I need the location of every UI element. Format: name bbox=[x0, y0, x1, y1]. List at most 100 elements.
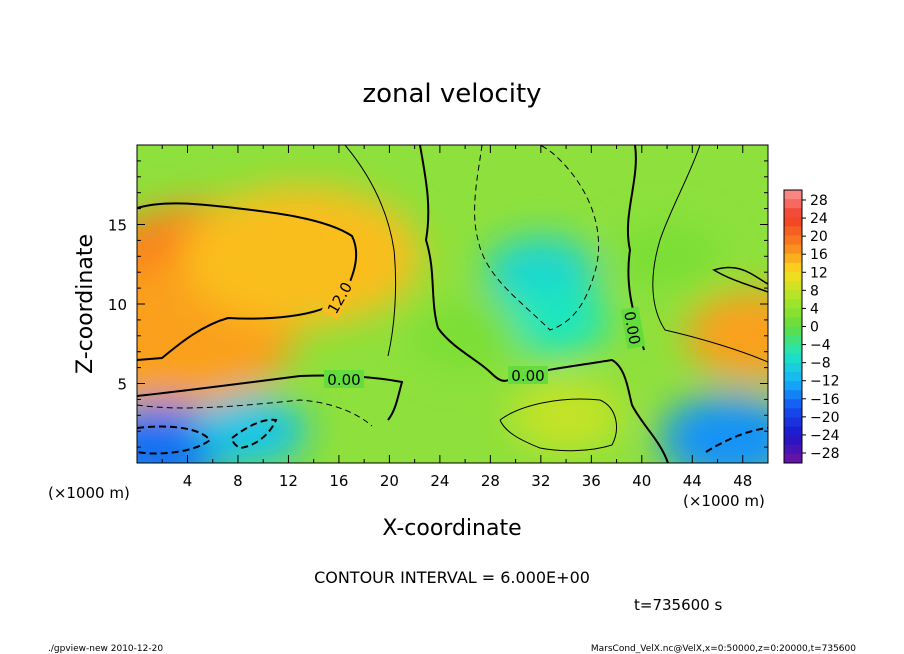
colorbar-segment bbox=[784, 208, 802, 218]
contour-zero-center bbox=[419, 145, 669, 463]
contour-6-bottom-thin bbox=[499, 398, 617, 452]
colorbar-segment bbox=[784, 281, 802, 291]
contour-right-loop bbox=[712, 266, 768, 293]
colorbar-label: 28 bbox=[810, 193, 828, 209]
colorbar-label: −16 bbox=[810, 392, 840, 408]
colorbar-segment bbox=[784, 253, 802, 264]
contour-neg12-dashed bbox=[137, 425, 212, 455]
x-unit-left: (×1000 m) bbox=[48, 484, 130, 502]
colorbar-segment bbox=[784, 417, 802, 428]
colorbar-segment bbox=[784, 217, 802, 227]
colorbar-label: −12 bbox=[810, 374, 840, 390]
colorbar-segment bbox=[784, 190, 802, 200]
colorbar-label: 8 bbox=[810, 283, 819, 299]
x-tick-label: 40 bbox=[632, 472, 651, 490]
x-tick-label: 12 bbox=[279, 472, 298, 490]
colorbar-segment bbox=[784, 271, 802, 282]
colorbar-segment bbox=[784, 399, 802, 409]
x-tick-label: 4 bbox=[183, 472, 193, 490]
field-region bbox=[611, 220, 724, 293]
colorbar-segment bbox=[784, 381, 802, 391]
y-tick-label: 10 bbox=[108, 296, 127, 314]
x-tick-label: 32 bbox=[531, 472, 550, 490]
contour-label: 0.00 bbox=[511, 367, 544, 385]
time-stamp: t=735600 s bbox=[634, 596, 722, 614]
contour-label: 0.00 bbox=[327, 371, 360, 389]
field-region bbox=[497, 283, 610, 356]
colorbar-label: 12 bbox=[810, 265, 828, 281]
colorbar-label: −24 bbox=[810, 428, 840, 444]
field-region bbox=[685, 290, 768, 381]
colorbar-label: −28 bbox=[810, 446, 840, 462]
contour-6-thin bbox=[344, 145, 397, 357]
contour-neg12-mid-dashed bbox=[231, 418, 278, 450]
x-unit-right: (×1000 m) bbox=[683, 492, 765, 510]
colorbar-segment bbox=[784, 372, 802, 382]
field-region bbox=[409, 299, 522, 372]
colorbar-segment bbox=[784, 335, 802, 346]
contour-neg12-right-dashed bbox=[705, 427, 768, 453]
colorbar-label: −4 bbox=[810, 338, 831, 354]
x-tick-label: 36 bbox=[582, 472, 601, 490]
colorbar-label: −8 bbox=[810, 356, 831, 372]
colorbar-segment bbox=[784, 426, 802, 437]
contour-label: 0.00 bbox=[620, 310, 644, 346]
contour-label-bg bbox=[620, 306, 646, 350]
colorbar-segment bbox=[784, 435, 802, 446]
contour-label-bg bbox=[508, 366, 548, 384]
colorbar-segment bbox=[784, 317, 802, 327]
plot-area: 12.00.00 0.000.00 4 8 12 16 20 24 28 32 36 40 44 485… bbox=[108, 144, 769, 490]
colorbar-segment bbox=[784, 226, 802, 236]
colorbar-segment bbox=[784, 299, 802, 309]
x-tick-label: 44 bbox=[683, 472, 702, 490]
colorbar-segment bbox=[784, 390, 802, 400]
field-region bbox=[181, 186, 422, 327]
colorbar-label: 16 bbox=[810, 247, 828, 263]
contour-6-right-thin bbox=[652, 145, 768, 363]
colorbar-segment bbox=[784, 235, 802, 246]
velocity-field bbox=[137, 186, 768, 463]
contour-label-bg bbox=[321, 275, 357, 320]
colorbar-segment bbox=[784, 290, 802, 300]
colorbar-label: −20 bbox=[810, 410, 840, 426]
chart-title: zonal velocity bbox=[362, 79, 541, 109]
x-tick-label: 8 bbox=[233, 472, 243, 490]
field-region bbox=[510, 379, 623, 452]
x-tick-label: 20 bbox=[380, 472, 399, 490]
contour-interval-text: CONTOUR INTERVAL = 6.000E+00 bbox=[314, 568, 590, 587]
y-tick-label: 5 bbox=[117, 376, 127, 394]
footer-right: MarsCond_VelX.nc@VelX,x=0:50000,z=0:2000… bbox=[591, 644, 856, 654]
footer-left: ./gpview-new 2010-12-20 bbox=[48, 644, 163, 654]
field-region bbox=[660, 394, 768, 463]
x-tick-label: 28 bbox=[481, 472, 500, 490]
y-axis-label: Z-coordinate bbox=[73, 234, 98, 374]
x-tick-label: 48 bbox=[733, 472, 752, 490]
contour-12-upper bbox=[137, 202, 358, 361]
colorbar-segment bbox=[784, 444, 802, 455]
colorbar-label: 20 bbox=[810, 229, 828, 245]
contour-label-bg bbox=[324, 370, 364, 388]
contour-neg6-lower-dashed bbox=[137, 399, 373, 427]
colorbar-label: 0 bbox=[810, 320, 819, 336]
colorbar-segment bbox=[784, 199, 802, 209]
colorbar-segment bbox=[784, 244, 802, 255]
colorbar-segment bbox=[784, 353, 802, 364]
x-axis-label: X-coordinate bbox=[382, 516, 521, 541]
contour-neg6-dashed bbox=[474, 145, 600, 331]
colorbar-label: 24 bbox=[810, 211, 828, 227]
colorbar-segment bbox=[784, 308, 802, 318]
field-region bbox=[194, 395, 307, 463]
colorbar-segment bbox=[784, 326, 802, 337]
y-tick-label: 15 bbox=[108, 217, 127, 235]
colorbar-segment bbox=[784, 344, 802, 355]
colorbar: 28 24 20 16 12 8 4 0 −4 −8 −12 −16 −20 −24 −28 bbox=[783, 189, 840, 464]
colorbar-segment bbox=[784, 362, 802, 373]
colorbar-segment bbox=[784, 262, 802, 273]
colorbar-segment bbox=[784, 408, 802, 418]
x-tick-label: 16 bbox=[329, 472, 348, 490]
colorbar-segment bbox=[784, 453, 802, 464]
colorbar-label: 4 bbox=[810, 301, 819, 317]
x-tick-label: 24 bbox=[430, 472, 449, 490]
